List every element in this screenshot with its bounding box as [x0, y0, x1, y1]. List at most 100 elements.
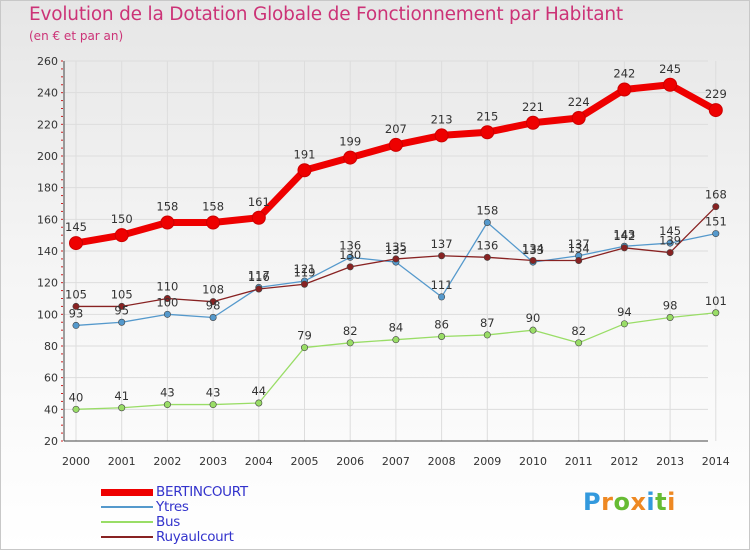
data-label: 242	[613, 67, 635, 81]
legend-label: BERTINCOURT	[156, 484, 248, 500]
data-point	[206, 215, 221, 230]
y-tick-label: 40	[44, 403, 58, 416]
data-point	[663, 77, 678, 92]
chart-subtitle: (en € et par an)	[29, 29, 124, 43]
legend-swatch	[101, 506, 153, 508]
data-label: 158	[156, 200, 178, 214]
data-point	[480, 125, 495, 140]
data-label: 137	[431, 237, 453, 251]
legend-label: Ruyaulcourt	[156, 529, 234, 545]
data-label: 139	[659, 234, 681, 248]
data-label: 158	[476, 204, 498, 218]
y-tick-label: 80	[44, 340, 58, 353]
data-point	[346, 253, 354, 261]
legend-swatch	[101, 536, 153, 538]
data-point	[160, 215, 175, 230]
data-label: 41	[114, 389, 129, 403]
data-label: 224	[568, 95, 590, 109]
data-point	[620, 244, 628, 252]
x-tick-label: 2007	[382, 455, 410, 468]
data-label: 105	[111, 287, 133, 301]
data-label: 207	[385, 122, 407, 136]
legend-label: Ytres	[156, 499, 189, 515]
data-label: 245	[659, 62, 681, 76]
y-tick-label: 100	[37, 308, 58, 321]
data-point	[72, 405, 80, 413]
data-label: 221	[522, 100, 544, 114]
proxiti-logo: Proxiti	[583, 488, 676, 516]
data-point	[483, 253, 491, 261]
y-tick-label: 20	[44, 435, 58, 448]
data-label: 133	[522, 243, 544, 257]
logo-letter: o	[613, 488, 631, 516]
x-tick-label: 2011	[565, 455, 593, 468]
data-label: 40	[69, 390, 84, 404]
data-point	[620, 320, 628, 328]
data-label: 168	[705, 188, 727, 202]
data-point	[712, 230, 720, 238]
data-label: 116	[248, 270, 270, 284]
data-label: 135	[385, 240, 407, 254]
y-tick-label: 260	[37, 55, 58, 68]
data-point	[438, 332, 446, 340]
x-tick-label: 2010	[519, 455, 547, 468]
data-point	[434, 128, 449, 143]
data-label: 84	[389, 321, 404, 335]
data-point	[712, 309, 720, 317]
data-label: 108	[202, 283, 224, 297]
data-label: 95	[114, 303, 129, 317]
data-label: 151	[705, 215, 727, 229]
data-point	[118, 302, 126, 310]
y-tick-label: 60	[44, 372, 58, 385]
data-label: 44	[251, 384, 266, 398]
data-label: 121	[294, 262, 316, 276]
data-label: 87	[480, 316, 495, 330]
data-point	[118, 318, 126, 326]
logo-letter: P	[583, 488, 602, 516]
data-point	[666, 313, 674, 321]
data-label: 98	[663, 299, 678, 313]
data-label: 93	[69, 306, 84, 320]
data-point	[575, 339, 583, 347]
data-point	[666, 249, 674, 257]
data-label: 119	[294, 265, 316, 279]
data-point	[346, 339, 354, 347]
data-point	[72, 302, 80, 310]
data-label: 110	[156, 280, 178, 294]
data-point	[438, 293, 446, 301]
logo-letter: r	[601, 488, 614, 516]
data-point	[526, 115, 540, 130]
data-label: 130	[339, 248, 361, 262]
data-label: 43	[206, 386, 221, 400]
data-point	[297, 163, 312, 178]
data-label: 43	[160, 386, 175, 400]
data-point	[483, 331, 491, 339]
x-tick-label: 2013	[656, 455, 684, 468]
data-point	[392, 255, 400, 263]
data-point	[251, 210, 266, 225]
axis-layer: 20 40 60 80 100 120 140 160 180 200 220 240 260 2000 2…	[37, 55, 730, 468]
y-tick-label: 240	[37, 87, 58, 100]
data-label: 145	[659, 224, 681, 238]
series-layer	[69, 77, 723, 413]
legend-swatch	[101, 488, 153, 496]
data-label: 100	[156, 295, 178, 309]
y-tick-label: 180	[37, 182, 58, 195]
legend-swatch	[101, 521, 153, 523]
data-label: 137	[568, 237, 590, 251]
logo-letter: t	[655, 488, 668, 516]
x-tick-label: 2005	[291, 455, 319, 468]
data-point	[163, 401, 171, 409]
data-label: 82	[571, 324, 586, 338]
data-point	[255, 399, 263, 407]
data-point	[209, 313, 217, 321]
data-point	[163, 294, 171, 302]
x-tick-label: 2009	[473, 455, 501, 468]
data-point	[300, 280, 308, 288]
x-tick-label: 2008	[428, 455, 456, 468]
data-point	[529, 256, 537, 264]
x-tick-label: 2001	[108, 455, 136, 468]
data-label: 143	[613, 227, 635, 241]
y-tick-label: 140	[37, 245, 58, 258]
